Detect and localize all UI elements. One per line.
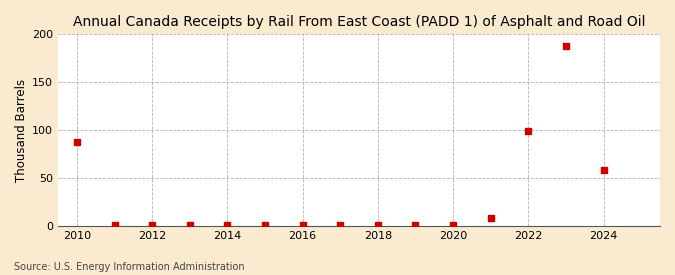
Point: [335, 223, 346, 228]
Title: Annual Canada Receipts by Rail From East Coast (PADD 1) of Asphalt and Road Oil: Annual Canada Receipts by Rail From East…: [73, 15, 645, 29]
Point: [523, 129, 534, 133]
Point: [485, 216, 496, 221]
Point: [410, 223, 421, 228]
Point: [448, 223, 458, 228]
Point: [72, 139, 82, 144]
Point: [260, 223, 271, 228]
Point: [222, 223, 233, 228]
Point: [560, 44, 571, 48]
Y-axis label: Thousand Barrels: Thousand Barrels: [15, 79, 28, 182]
Text: Source: U.S. Energy Information Administration: Source: U.S. Energy Information Administ…: [14, 262, 244, 272]
Point: [598, 168, 609, 172]
Point: [184, 223, 195, 228]
Point: [373, 223, 383, 228]
Point: [109, 223, 120, 228]
Point: [146, 223, 157, 228]
Point: [297, 223, 308, 228]
